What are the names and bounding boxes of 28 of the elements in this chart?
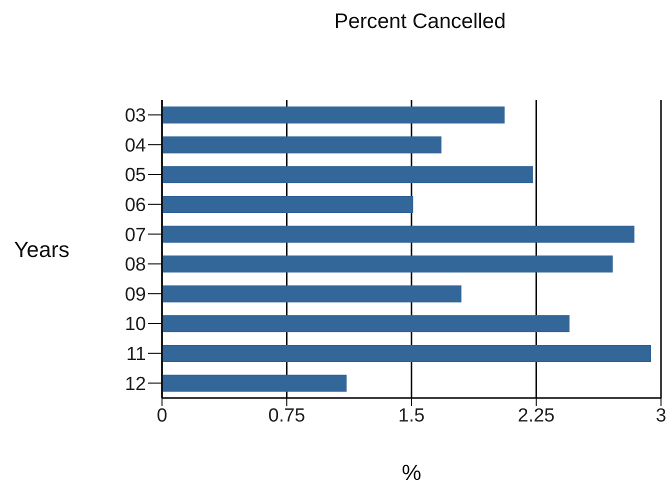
bar xyxy=(162,256,613,273)
x-axis-title: % xyxy=(402,460,422,484)
y-tick-label: 11 xyxy=(126,344,146,366)
bar xyxy=(162,106,505,124)
chart-title: Percent Cancelled xyxy=(333,10,507,34)
bar xyxy=(162,285,462,302)
x-tick-label: 0 xyxy=(156,405,168,426)
y-tick-label: 04 xyxy=(124,135,146,156)
x-tick-label: 0.75 xyxy=(268,405,306,426)
bar xyxy=(162,315,570,332)
y-tick-label: 10 xyxy=(124,314,146,336)
y-tick-label: 05 xyxy=(124,165,146,186)
x-tick-label: 2.25 xyxy=(518,405,555,426)
y-tick-label: 03 xyxy=(124,106,146,127)
bar xyxy=(162,166,533,184)
y-axis-title: Years xyxy=(14,236,70,262)
bar xyxy=(162,374,347,392)
bar xyxy=(162,136,442,154)
bar xyxy=(162,226,634,243)
x-tick-label: 3 xyxy=(656,405,666,426)
y-tick-label: 09 xyxy=(124,284,146,306)
y-tick-label: 06 xyxy=(124,195,146,216)
bar xyxy=(162,344,652,362)
y-tick-label: 08 xyxy=(124,254,146,276)
y-tick-label: 12 xyxy=(124,374,146,395)
y-tick-label: 07 xyxy=(124,224,146,246)
bar xyxy=(162,196,414,213)
x-tick-label: 1.5 xyxy=(398,405,425,426)
